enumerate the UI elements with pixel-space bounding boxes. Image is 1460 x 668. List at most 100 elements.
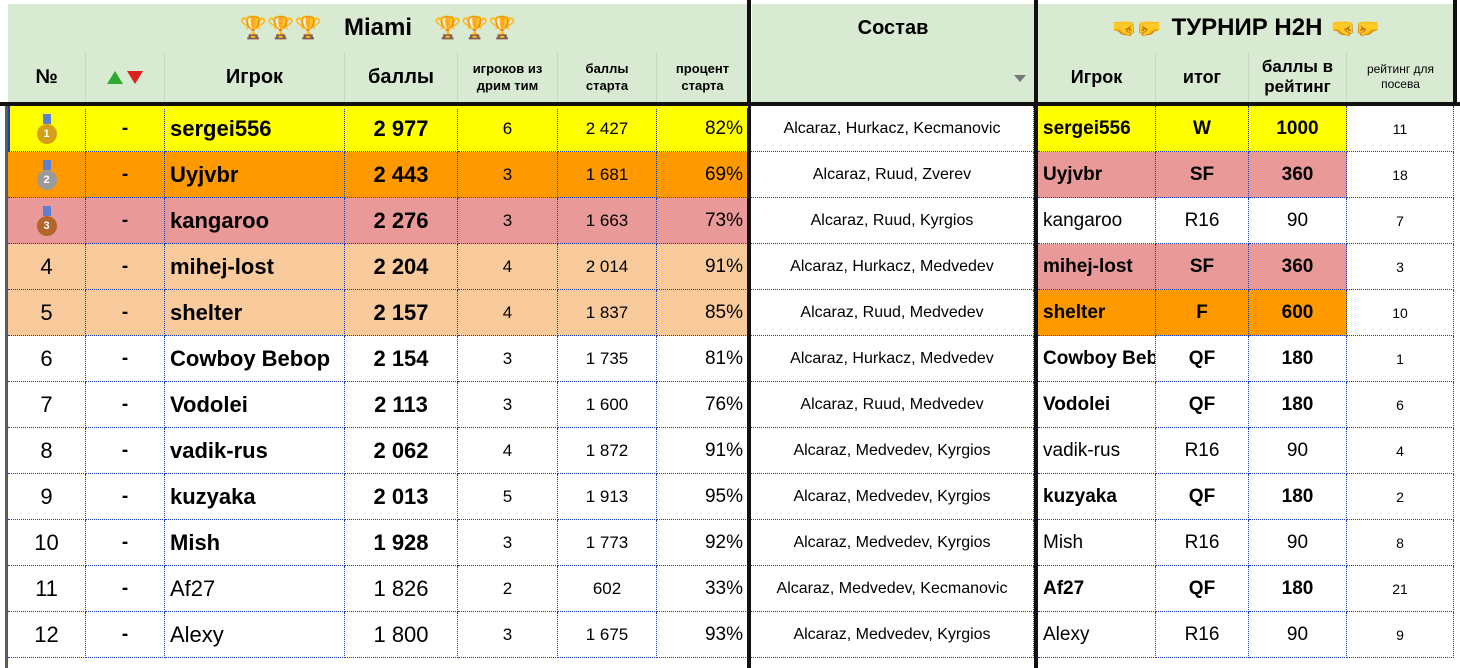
cell-player[interactable]: sergei556 [165,106,345,152]
cell-seed[interactable]: 3 [1347,244,1454,290]
cell-h2h-player[interactable]: Cowboy Beb [1038,336,1156,382]
cell-seed[interactable]: 18 [1347,152,1454,198]
cell-player[interactable]: Cowboy Bebop [165,336,345,382]
cell-num[interactable]: 1 [8,106,86,152]
cell-h2h-result[interactable]: W [1156,106,1249,152]
cell-move[interactable]: - [86,382,165,428]
cell-player[interactable]: kangaroo [165,198,345,244]
cell-dream[interactable]: 3 [458,520,558,566]
cell-h2h-points[interactable]: 90 [1249,520,1347,566]
cell-start[interactable]: 1 735 [558,336,657,382]
cell-h2h-points[interactable]: 90 [1249,428,1347,474]
cell-h2h-player[interactable]: kangaroo [1038,198,1156,244]
cell-move[interactable]: - [86,198,165,244]
cell-player[interactable]: kuzyaka [165,474,345,520]
cell-points[interactable]: 2 276 [345,198,458,244]
col-header-dream[interactable]: игроков из дрим тим [458,52,558,102]
cell-h2h-points[interactable]: 600 [1249,290,1347,336]
cell-h2h-player[interactable]: Mish [1038,520,1156,566]
cell-start[interactable]: 2 014 [558,244,657,290]
cell-pct[interactable]: 85% [657,290,748,336]
cell-start[interactable]: 602 [558,566,657,612]
cell-comp[interactable]: Alcaraz, Medvedev, Kyrgios [751,474,1034,520]
cell-dream[interactable]: 4 [458,290,558,336]
cell-comp[interactable]: Alcaraz, Medvedev, Kyrgios [751,612,1034,658]
cell-num[interactable]: 2 [8,152,86,198]
cell-player[interactable]: Uyjvbr [165,152,345,198]
cell-h2h-player[interactable]: Vodolei [1038,382,1156,428]
cell-points[interactable]: 2 154 [345,336,458,382]
cell-num[interactable]: 3 [8,198,86,244]
col-header-num[interactable]: № [8,52,86,102]
cell-comp[interactable]: Alcaraz, Ruud, Zverev [751,152,1034,198]
cell-h2h-result[interactable]: R16 [1156,428,1249,474]
cell-dream[interactable]: 4 [458,244,558,290]
cell-start[interactable]: 1 600 [558,382,657,428]
cell-pct[interactable]: 91% [657,428,748,474]
cell-dream[interactable]: 3 [458,382,558,428]
cell-pct[interactable]: 69% [657,152,748,198]
cell-comp[interactable]: Alcaraz, Ruud, Kyrgios [751,198,1034,244]
cell-dream[interactable]: 5 [458,474,558,520]
cell-h2h-points[interactable]: 180 [1249,474,1347,520]
cell-dream[interactable]: 2 [458,566,558,612]
cell-h2h-points[interactable]: 360 [1249,244,1347,290]
cell-points[interactable]: 1 800 [345,612,458,658]
cell-move[interactable]: - [86,612,165,658]
cell-h2h-points[interactable]: 180 [1249,382,1347,428]
cell-h2h-points[interactable]: 180 [1249,566,1347,612]
cell-h2h-player[interactable]: mihej-lost [1038,244,1156,290]
cell-points[interactable]: 2 204 [345,244,458,290]
cell-h2h-player[interactable]: shelter [1038,290,1156,336]
cell-player[interactable]: mihej-lost [165,244,345,290]
cell-h2h-points[interactable]: 180 [1249,336,1347,382]
cell-comp[interactable]: Alcaraz, Medvedev, Kecmanovic [751,566,1034,612]
cell-points[interactable]: 1 928 [345,520,458,566]
cell-points[interactable]: 2 443 [345,152,458,198]
cell-seed[interactable]: 9 [1347,612,1454,658]
cell-h2h-points[interactable]: 1000 [1249,106,1347,152]
cell-num[interactable]: 7 [8,382,86,428]
cell-num[interactable]: 9 [8,474,86,520]
cell-num[interactable]: 8 [8,428,86,474]
cell-h2h-player[interactable]: Uyjvbr [1038,152,1156,198]
cell-seed[interactable]: 11 [1347,106,1454,152]
cell-start[interactable]: 1 872 [558,428,657,474]
cell-h2h-player[interactable]: sergei556 [1038,106,1156,152]
cell-points[interactable]: 2 062 [345,428,458,474]
cell-seed[interactable]: 10 [1347,290,1454,336]
cell-comp[interactable]: Alcaraz, Hurkacz, Kecmanovic [751,106,1034,152]
col-header-h2h-result[interactable]: итог [1156,52,1249,102]
cell-h2h-result[interactable]: SF [1156,244,1249,290]
col-header-points[interactable]: баллы [345,52,458,102]
cell-num[interactable]: 11 [8,566,86,612]
cell-start[interactable]: 1 773 [558,520,657,566]
chevron-down-icon[interactable] [1014,75,1026,83]
cell-pct[interactable]: 33% [657,566,748,612]
cell-h2h-result[interactable]: QF [1156,474,1249,520]
col-header-start-percent[interactable]: процент старта [657,52,748,102]
cell-move[interactable]: - [86,520,165,566]
cell-h2h-points[interactable]: 90 [1249,198,1347,244]
cell-dream[interactable]: 3 [458,336,558,382]
cell-h2h-result[interactable]: F [1156,290,1249,336]
cell-num[interactable]: 12 [8,612,86,658]
cell-h2h-result[interactable]: R16 [1156,520,1249,566]
cell-dream[interactable]: 3 [458,198,558,244]
cell-h2h-player[interactable]: Alexy [1038,612,1156,658]
col-header-h2h-seed[interactable]: рейтинг для посева [1347,52,1454,102]
cell-comp[interactable]: Alcaraz, Medvedev, Kyrgios [751,520,1034,566]
col-header-start-points[interactable]: баллы старта [558,52,657,102]
cell-move[interactable]: - [86,474,165,520]
cell-h2h-player[interactable]: Af27 [1038,566,1156,612]
cell-start[interactable]: 1 837 [558,290,657,336]
cell-seed[interactable]: 4 [1347,428,1454,474]
cell-seed[interactable]: 6 [1347,382,1454,428]
col-header-h2h-player[interactable]: Игрок [1038,52,1156,102]
cell-pct[interactable]: 82% [657,106,748,152]
col-header-sostav-filter[interactable] [752,52,1034,102]
cell-points[interactable]: 2 977 [345,106,458,152]
cell-pct[interactable]: 95% [657,474,748,520]
cell-player[interactable]: Af27 [165,566,345,612]
cell-start[interactable]: 1 913 [558,474,657,520]
